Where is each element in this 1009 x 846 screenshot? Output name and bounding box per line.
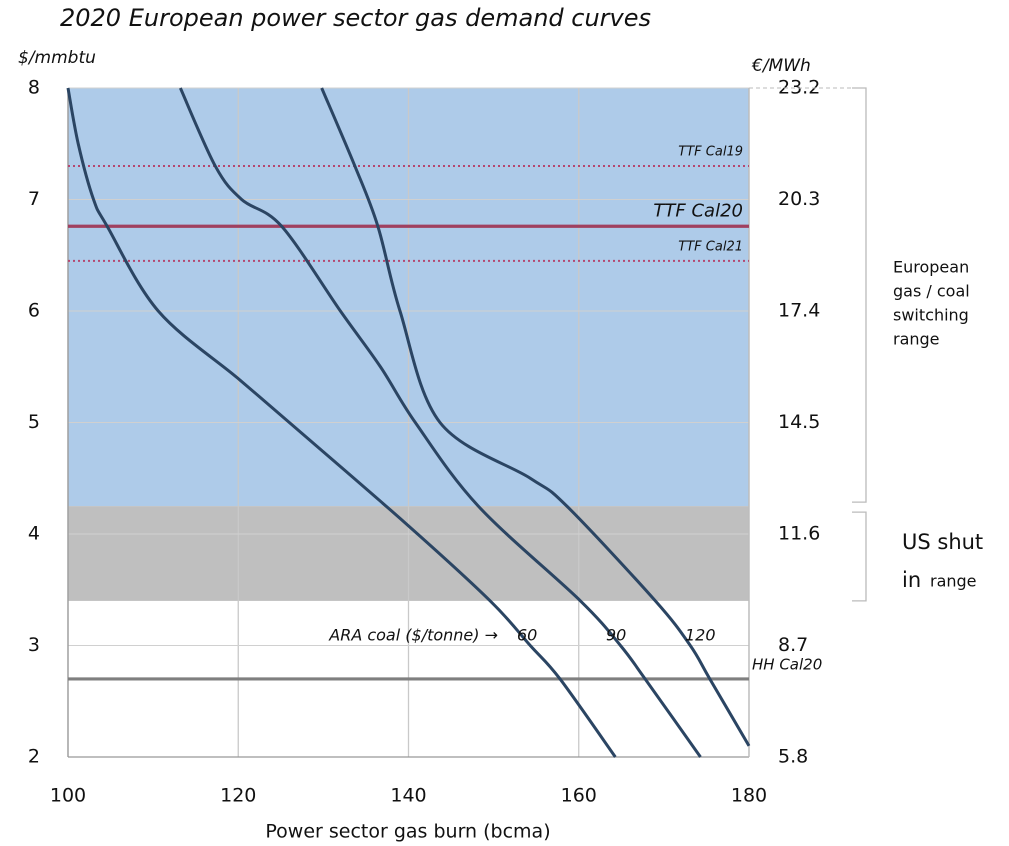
y-tick-label: 2 xyxy=(28,746,40,768)
series-annotation: ARA coal ($/tonne) → xyxy=(328,626,498,645)
series-label: 90 xyxy=(606,626,626,645)
band-label: US shut xyxy=(902,530,983,554)
x-tick-label: 160 xyxy=(561,785,597,807)
x-tick-label: 120 xyxy=(220,785,256,807)
band-label: range xyxy=(893,330,940,349)
reference-label: TTF Cal20 xyxy=(653,200,743,221)
series-label: 120 xyxy=(685,626,716,645)
x-tick-label: 140 xyxy=(390,785,426,807)
band-label: gas / coal xyxy=(893,282,970,301)
band-bracket xyxy=(852,87,867,503)
y-tick-label: 6 xyxy=(28,300,40,322)
y2-tick-label: 17.4 xyxy=(778,300,820,322)
reference-label: TTF Cal21 xyxy=(678,239,743,254)
y-tick-label: 3 xyxy=(28,634,40,656)
demand-curve xyxy=(320,87,751,747)
band-label: range xyxy=(930,572,977,591)
y-axis-label: $/mmbtu xyxy=(18,48,96,68)
band-bracket xyxy=(852,511,867,602)
demand-curve xyxy=(66,87,617,758)
band-label: European xyxy=(893,258,969,277)
x-tick-label: 100 xyxy=(50,785,86,807)
reference-label: TTF Cal19 xyxy=(678,145,743,160)
reference-label: HH Cal20 xyxy=(752,655,822,673)
chart-title: 2020 European power sector gas demand cu… xyxy=(60,4,651,32)
band-label: in xyxy=(902,568,921,592)
y2-tick-label: 14.5 xyxy=(778,411,820,433)
demand-curve xyxy=(178,87,702,758)
y-tick-label: 7 xyxy=(28,188,40,210)
y2-tick-label: 8.7 xyxy=(778,634,808,656)
y2-axis-label: €/MWh xyxy=(751,56,811,76)
y-tick-label: 8 xyxy=(28,77,40,99)
band-label: switching xyxy=(893,306,969,325)
y-tick-label: 4 xyxy=(28,523,40,545)
y2-tick-label: 11.6 xyxy=(778,523,820,545)
x-tick-label: 180 xyxy=(731,785,767,807)
y-tick-label: 5 xyxy=(28,411,40,433)
series-label: 60 xyxy=(517,626,537,645)
y2-tick-label: 20.3 xyxy=(778,188,820,210)
y2-tick-label: 5.8 xyxy=(778,746,808,768)
x-axis-label: Power sector gas burn (bcma) xyxy=(265,821,550,843)
